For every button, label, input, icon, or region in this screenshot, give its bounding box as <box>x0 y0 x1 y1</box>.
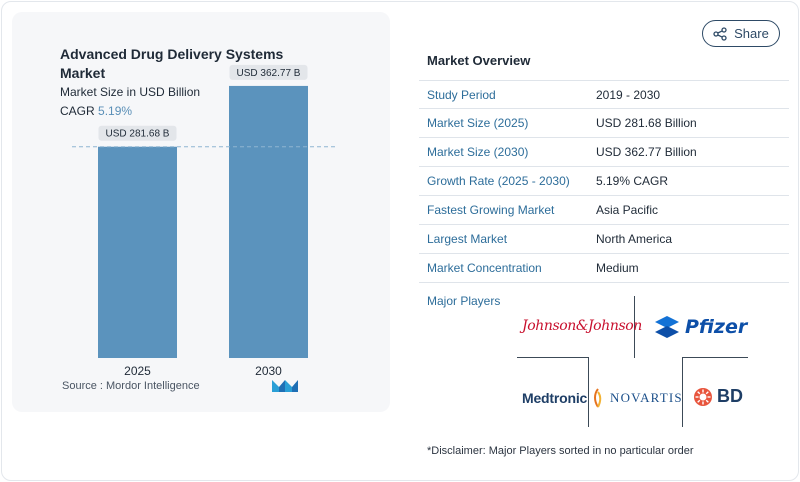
overview-value: USD 362.77 Billion <box>596 145 697 159</box>
share-label: Share <box>734 26 769 41</box>
overview-value: USD 281.68 Billion <box>596 116 697 130</box>
overview-row: Market Size (2030) USD 362.77 Billion <box>419 138 789 167</box>
chart-cagr: CAGR 5.19% <box>60 104 132 118</box>
novartis-flame-icon <box>594 388 602 408</box>
chart-subtitle: Market Size in USD Billion <box>60 85 201 99</box>
logo-divider <box>517 357 589 358</box>
overview-value: 2019 - 2030 <box>596 87 661 102</box>
overview-row: Study Period 2019 - 2030 <box>419 80 789 109</box>
overview-key: Growth Rate (2025 - 2030) <box>427 174 570 188</box>
data-label-bg <box>98 125 177 141</box>
x-tick-label: 2025 <box>124 364 151 378</box>
share-icon <box>713 26 727 41</box>
overview-row: Fastest Growing Market Asia Pacific <box>419 196 789 225</box>
overview-key: Fastest Growing Market <box>427 203 555 217</box>
x-tick-label: 2030 <box>255 364 282 378</box>
pfizer-logo: Pfizer <box>652 312 747 342</box>
pfizer-icon <box>655 316 679 338</box>
logo-divider <box>682 357 683 427</box>
overview-value: Asia Pacific <box>596 203 659 217</box>
overview-row: Market Size (2025) USD 281.68 Billion <box>419 109 789 138</box>
data-label: USD 281.68 B <box>106 129 170 140</box>
johnson-johnson-logo: Johnson&Johnson <box>522 318 642 334</box>
bar-2025 <box>98 146 177 358</box>
logo-divider <box>682 357 748 358</box>
novartis-wordmark: NOVARTIS <box>610 390 683 405</box>
cagr-label: CAGR <box>60 104 95 118</box>
novartis-logo: NOVARTIS <box>591 388 683 408</box>
overview-row: Growth Rate (2025 - 2030) 5.19% CAGR <box>419 167 789 196</box>
overview-key: Largest Market <box>427 232 508 246</box>
overview-key: Market Size (2030) <box>427 145 529 159</box>
chart-title: Advanced Drug Delivery Systems Market <box>60 46 284 81</box>
overview-key: Study Period <box>427 87 496 102</box>
logo-divider <box>634 296 635 358</box>
major-players-label: Major Players <box>427 294 501 308</box>
cagr-value: 5.19% <box>98 104 133 118</box>
chart-card <box>12 12 390 412</box>
bd-wordmark: BD <box>717 386 743 406</box>
overview-value: 5.19% CAGR <box>596 174 669 188</box>
overview-table: Study Period 2019 - 2030 Market Size (2025… <box>419 80 789 283</box>
logo-divider <box>588 357 589 427</box>
mordor-logo-icon <box>272 380 298 392</box>
overview-key: Market Size (2025) <box>427 116 529 130</box>
overview-value: North America <box>596 232 673 246</box>
bd-sun-icon <box>694 387 712 406</box>
share-button[interactable]: Share <box>702 20 780 47</box>
disclaimer: *Disclaimer: Major Players sorted in no … <box>427 445 694 457</box>
data-label: USD 362.77 B <box>237 68 301 79</box>
overview-key: Market Concentration <box>427 261 542 275</box>
pfizer-wordmark: Pfizer <box>685 316 748 338</box>
overview-row: Largest Market North America <box>419 225 789 254</box>
chart-source: Source : Mordor Intelligence <box>62 380 200 392</box>
bd-logo: BD <box>693 386 743 407</box>
bar-chart: USD 281.68 B 2025 USD 362.77 B 2030 <box>72 64 338 378</box>
overview-title: Market Overview <box>427 53 531 68</box>
data-label-bg <box>229 64 308 80</box>
overview-value: Medium <box>596 261 639 275</box>
overview-row: Market Concentration Medium <box>419 254 789 283</box>
medtronic-logo: Medtronic <box>522 390 588 406</box>
bar-2030 <box>229 85 308 359</box>
